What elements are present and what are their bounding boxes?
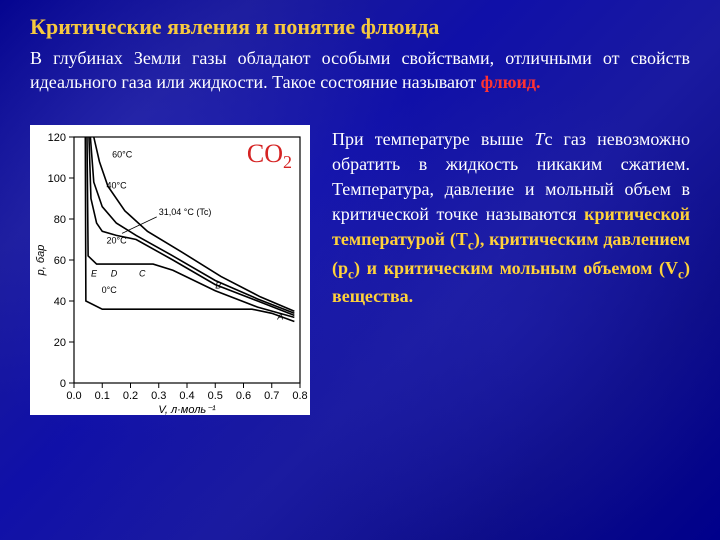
right-paragraph: При температуре выше Тс газ невозможно о… xyxy=(332,125,690,310)
svg-text:20: 20 xyxy=(54,337,66,349)
svg-text:31,04 °C (Tc): 31,04 °C (Tc) xyxy=(159,206,212,216)
svg-text:0.7: 0.7 xyxy=(264,390,279,402)
svg-text:D: D xyxy=(111,268,118,278)
svg-text:A: A xyxy=(276,311,283,321)
svg-text:0.4: 0.4 xyxy=(179,390,194,402)
and-text: и xyxy=(360,258,384,278)
svg-text:40: 40 xyxy=(54,296,66,308)
yellow-vc: критическим мольным объемом (Vc) веществ… xyxy=(332,258,690,306)
svg-text:20°C: 20°C xyxy=(106,235,127,245)
svg-text:0.5: 0.5 xyxy=(208,390,223,402)
tc-italic: Т xyxy=(534,129,544,149)
intro-text: В глубинах Земли газы обладают особыми с… xyxy=(30,48,690,92)
fluid-word: флюид. xyxy=(481,72,541,92)
slide-title: Критические явления и понятие флюида xyxy=(30,14,690,40)
svg-text:40°C: 40°C xyxy=(106,180,127,190)
svg-text:0°C: 0°C xyxy=(102,284,118,294)
svg-text:60: 60 xyxy=(54,255,66,267)
svg-text:B: B xyxy=(215,280,221,290)
chart-container: 0 20 40 60 80 100 120 0.0 0.1 0.2 0.3 0.4 0.5 0.6 0.7 0… xyxy=(30,125,310,415)
intro-paragraph: В глубинах Земли газы обладают особыми с… xyxy=(30,46,690,95)
content-row: 0 20 40 60 80 100 120 0.0 0.1 0.2 0.3 0.4 0.5 0.6 0.7 0… xyxy=(30,125,690,415)
svg-text:100: 100 xyxy=(48,173,66,185)
svg-text:0.0: 0.0 xyxy=(66,390,81,402)
svg-text:0: 0 xyxy=(60,378,66,390)
svg-text:120: 120 xyxy=(48,132,66,144)
comma-1: , xyxy=(480,229,489,249)
svg-text:0.3: 0.3 xyxy=(151,390,166,402)
svg-text:0.2: 0.2 xyxy=(123,390,138,402)
svg-text:60°C: 60°C xyxy=(112,149,133,159)
svg-text:V, л·моль⁻¹: V, л·моль⁻¹ xyxy=(158,404,216,415)
svg-text:0.1: 0.1 xyxy=(95,390,110,402)
svg-text:0.8: 0.8 xyxy=(292,390,307,402)
svg-text:0.6: 0.6 xyxy=(236,390,251,402)
co2-label: CO2 xyxy=(247,139,292,173)
svg-text:E: E xyxy=(91,268,98,278)
svg-text:p, бар: p, бар xyxy=(35,244,47,276)
svg-text:80: 80 xyxy=(54,214,66,226)
rt-1: При температуре выше xyxy=(332,129,534,149)
svg-text:C: C xyxy=(139,268,146,278)
